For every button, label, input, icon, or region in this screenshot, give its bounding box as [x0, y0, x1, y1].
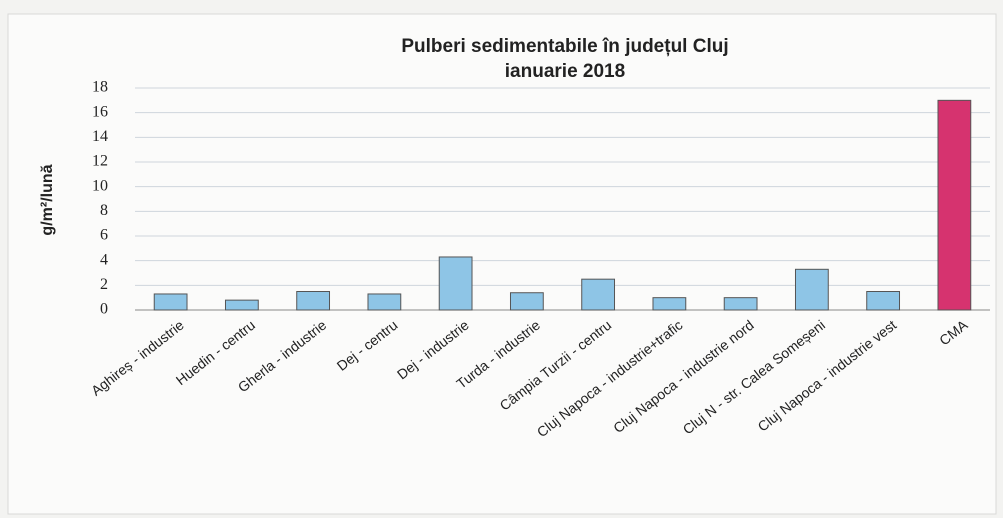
y-tick-label: 16 — [92, 103, 108, 120]
y-tick-label: 2 — [100, 276, 108, 293]
bar — [367, 293, 402, 311]
bar — [438, 256, 473, 311]
bar — [581, 278, 616, 311]
chart-title: Pulberi sedimentabile în județul Cluj — [401, 36, 728, 57]
chart-area — [7, 13, 997, 515]
bar — [723, 297, 758, 311]
y-axis-label: g/m²/lună — [39, 164, 56, 235]
bar — [937, 99, 972, 311]
y-tick-label: 14 — [92, 128, 108, 145]
y-tick-label: 8 — [100, 202, 108, 219]
bar — [509, 292, 544, 311]
bar — [652, 297, 687, 311]
bar — [866, 291, 901, 311]
chart-subtitle: ianuarie 2018 — [505, 61, 625, 82]
bar — [296, 291, 331, 311]
y-tick-label: 6 — [100, 227, 108, 244]
bar — [224, 299, 259, 311]
y-tick-label: 4 — [100, 251, 108, 268]
y-tick-label: 18 — [92, 79, 108, 96]
y-tick-label: 0 — [100, 301, 108, 318]
bar — [794, 268, 829, 311]
y-tick-label: 10 — [92, 177, 108, 194]
bar — [153, 293, 188, 311]
y-tick-label: 12 — [92, 153, 108, 170]
